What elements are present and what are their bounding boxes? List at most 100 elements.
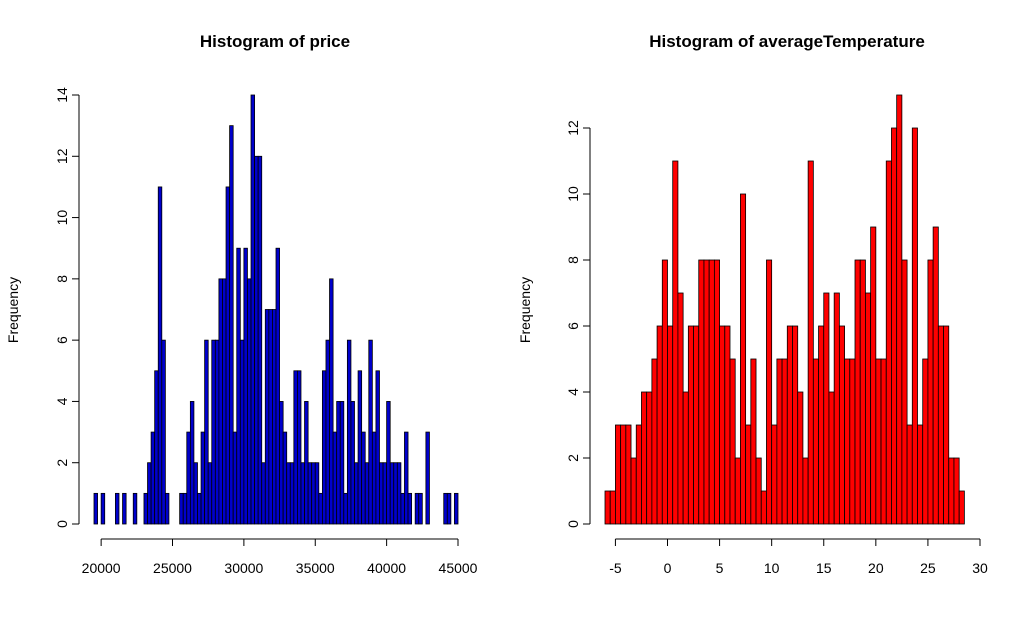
temperature-bar [719,325,726,525]
price-bar [279,401,284,525]
price-bar [386,401,391,525]
price-bar [147,462,152,525]
price-bar [314,462,320,525]
price-bar [157,186,163,525]
temperature-bar [750,358,757,525]
price-bar [254,155,259,525]
price-bar [186,431,191,525]
price-bar [379,462,384,525]
temperature-bar [875,358,882,525]
temperature-bar [740,193,747,525]
temperature-y-axis: 0 2 4 6 8 10 12 [565,120,591,528]
price-y-tick-label: 2 [54,459,70,467]
price-bar [161,339,166,525]
temperature-bar [766,259,773,525]
price-x-tick-label: 30000 [224,560,263,576]
price-bar [286,462,291,525]
price-bar [343,492,348,525]
price-bar [321,370,327,525]
price-bar [336,401,341,525]
temperature-bar [838,325,845,525]
price-bar [232,431,238,525]
temperature-y-tick-label: 12 [565,120,581,136]
temperature-x-tick-label: 20 [868,560,884,576]
price-bar [214,339,220,525]
temperature-bar [661,259,668,525]
temperature-bar [635,424,642,525]
temperature-bar [724,325,731,525]
price-bar [400,492,405,525]
price-y-axis-label: Frequency [5,277,21,343]
temperature-bar [792,325,799,525]
temperature-bar [682,391,689,525]
temperature-bar [630,457,637,525]
temperature-x-tick-label: 30 [972,560,988,576]
price-bar [311,462,316,525]
price-bar [115,492,120,525]
price-bar [150,431,156,525]
temperature-x-tick-label: -5 [609,560,622,576]
price-bar [446,492,452,525]
temperature-bar [859,259,866,525]
price-bar [264,309,270,525]
price-x-tick-label: 25000 [153,560,192,576]
temperature-bar [896,94,903,525]
temperature-bar [865,292,872,525]
price-bar [268,309,273,525]
temperature-bar [656,325,663,525]
price-x-tick-label: 35000 [296,560,335,576]
temperature-y-tick-label: 4 [565,388,581,396]
price-bar [454,492,459,525]
temperature-bar [948,457,955,525]
price-bar [368,339,373,525]
price-bar [282,431,288,525]
price-bar [239,339,245,525]
temperature-y-tick-label: 6 [565,322,581,330]
temperature-bar [620,424,627,525]
temperature-bar [713,259,720,525]
price-bar [361,431,366,525]
temperature-histogram-title: Histogram of averageTemperature [649,32,925,51]
temperature-bar [609,490,616,525]
price-bar [93,492,98,525]
temperature-bar [922,358,929,525]
temperature-bar [901,259,908,525]
temperature-bars [604,94,965,525]
temperature-bar [870,226,877,525]
temperature-bar [823,292,830,525]
price-bar [122,492,127,525]
price-y-tick-label: 8 [54,275,70,283]
price-bar [332,431,338,525]
price-bar [179,492,184,525]
price-bar [132,492,138,525]
price-x-tick-label: 40000 [367,560,406,576]
temperature-bar [755,457,762,525]
price-bar [182,492,188,525]
temperature-bar [667,325,674,525]
temperature-bar [776,358,783,525]
temperature-y-tick-label: 8 [565,256,581,264]
temperature-bar [891,127,898,525]
temperature-x-axis: -5 0 5 10 15 20 25 30 [609,538,988,576]
price-bar [207,462,213,525]
price-bar [350,401,355,525]
temperature-bar [937,325,944,525]
price-bar [193,462,198,525]
temperature-bar [646,391,653,525]
temperature-bar [958,490,965,525]
price-bar [289,462,295,525]
price-bar [297,370,302,525]
price-bar [236,247,241,525]
temperature-bar [781,358,788,525]
temperature-bar [771,424,778,525]
price-bar [211,339,216,525]
price-bar [325,339,330,525]
price-y-tick-label: 10 [54,210,70,226]
temperature-bar [672,160,679,525]
temperature-bar [698,259,705,525]
price-x-tick-label: 20000 [82,560,121,576]
price-bar [243,247,248,525]
temperature-y-tick-label: 0 [565,520,581,528]
price-bar [164,492,170,525]
